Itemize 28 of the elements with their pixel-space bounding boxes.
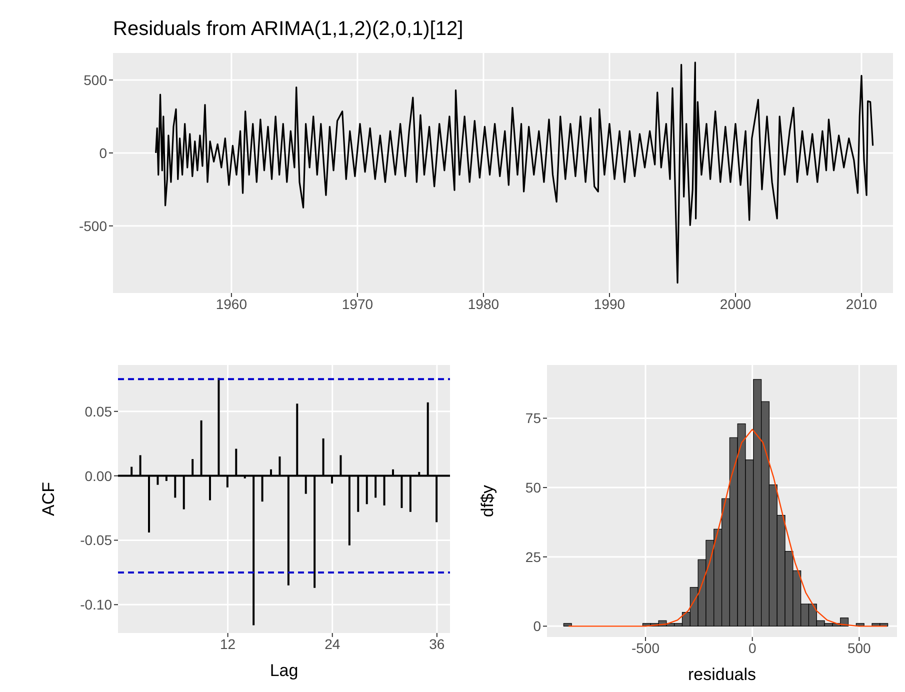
x-tick-label: 24	[324, 636, 340, 652]
chart-title: Residuals from ARIMA(1,1,2)(2,0,1)[12]	[113, 18, 464, 41]
y-tick-label: 0	[99, 144, 108, 161]
y-axis-title: df$y	[478, 484, 498, 518]
x-tick-label: 2010	[846, 296, 878, 312]
x-tick-label: 36	[429, 636, 445, 652]
y-tick-label: 50	[525, 480, 542, 496]
y-tick-label: 500	[84, 72, 108, 88]
y-tick-label: -0.05	[80, 532, 112, 548]
y-tick-label: 25	[525, 548, 542, 565]
x-tick-label: 0	[748, 640, 756, 656]
x-axis-title: residuals	[688, 665, 756, 684]
x-tick-label: 1990	[594, 296, 626, 312]
x-tick-label: 12	[220, 636, 236, 652]
x-tick-label: 1960	[216, 296, 248, 312]
x-tick-label: 1980	[468, 296, 500, 312]
y-tick-label: 0.00	[84, 468, 112, 484]
x-tick-label: 500	[848, 640, 872, 656]
y-tick-label: 75	[525, 410, 542, 426]
y-tick-label: -500	[78, 218, 108, 234]
y-tick-label: -0.10	[80, 596, 112, 613]
x-tick-label: 2000	[720, 296, 752, 312]
y-tick-label: 0.05	[84, 403, 112, 420]
y-tick-label: 0	[533, 618, 542, 634]
x-tick-label: -500	[631, 640, 660, 656]
x-tick-label: 1970	[342, 296, 374, 312]
y-axis-title: ACF	[39, 482, 58, 516]
x-axis-title: Lag	[270, 661, 298, 680]
